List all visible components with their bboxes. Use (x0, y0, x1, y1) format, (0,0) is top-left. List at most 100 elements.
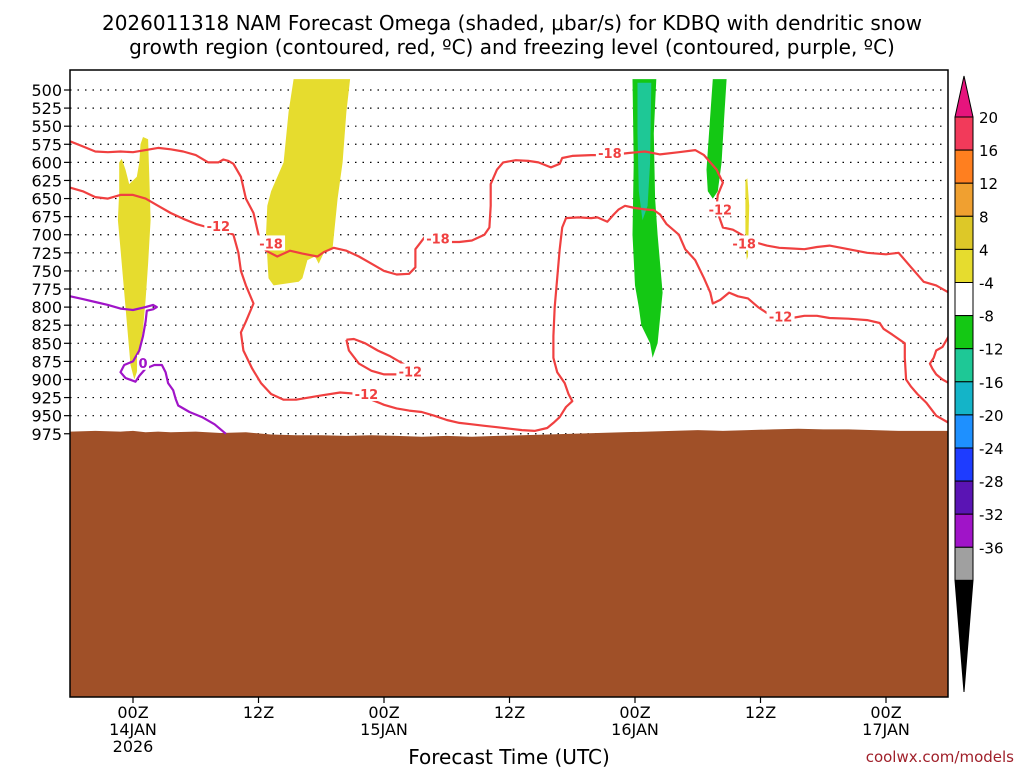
y-tick-label: 775 (31, 280, 62, 299)
y-tick-label: 725 (31, 244, 62, 263)
x-tick-label: 00Z (368, 703, 399, 722)
colorbar-segment (954, 381, 974, 416)
y-tick-label: 500 (31, 81, 62, 100)
chart-title-line-1: 2026011318 NAM Forecast Omega (shaded, μ… (102, 11, 922, 35)
colorbar-segment (954, 315, 974, 350)
x-tick-label: 2026 (113, 737, 154, 756)
y-tick-label: 700 (31, 226, 62, 245)
dgz-contour-label-bg (766, 308, 795, 324)
dgz-contour-label-bg (396, 363, 425, 379)
colorbar-segment (954, 480, 974, 515)
colorbar-label: 8 (979, 208, 989, 226)
freezing-level-contour-label: 0 (139, 357, 148, 372)
dgz-contour-label: -12 (399, 366, 423, 381)
colorbar-segment (954, 248, 974, 283)
colorbar-segment (954, 513, 974, 548)
dgz-contour-label-bg (204, 218, 233, 234)
colorbar-label: 20 (979, 109, 998, 127)
colorbar-label: -20 (979, 407, 1004, 425)
colorbar-segment (954, 546, 974, 581)
y-tick-label: 975 (31, 425, 62, 444)
colorbar-segment (954, 414, 974, 449)
dgz-contour-label-bg (730, 235, 759, 251)
y-tick-label: 875 (31, 352, 62, 371)
y-tick-label: 575 (31, 135, 62, 154)
dgz-contour-line (928, 335, 948, 384)
y-tick-label: 650 (31, 190, 62, 209)
freezing-level-contour-label-bg (137, 354, 150, 370)
y-axis-ticks: 5005255505756006256506757007257507758008… (31, 81, 70, 444)
omega-shade-region (266, 79, 351, 286)
dgz-contour-label: -12 (709, 203, 733, 218)
grid-lines (70, 89, 948, 435)
y-tick-label: 550 (31, 117, 62, 136)
freezing-level-contour-line (70, 295, 227, 435)
x-tick-label: 14JAN (109, 720, 157, 739)
colorbar: 20 16 12 8 4 -4 -8 -12 -16 -20 -24 -28 -32 -36 (954, 75, 1004, 693)
terrain-fill (70, 428, 948, 697)
colorbar-label: -12 (979, 341, 1004, 359)
x-tick-label: 12Z (745, 703, 776, 722)
terrain-region (70, 428, 948, 697)
dgz-contour-label: -18 (426, 232, 450, 247)
y-tick-label: 825 (31, 316, 62, 335)
y-tick-label: 625 (31, 171, 62, 190)
dgz-contour-label-bg (257, 235, 286, 251)
x-axis-label: Forecast Time (UTC) (408, 745, 610, 768)
colorbar-label: -32 (979, 506, 1004, 524)
x-tick-label: 15JAN (360, 720, 408, 739)
x-tick-label: 00Z (619, 703, 650, 722)
colorbar-label: -28 (979, 473, 1004, 491)
chart-title-line-2: growth region (contoured, red, ºC) and f… (129, 35, 895, 59)
colorbar-label: -24 (979, 440, 1004, 458)
colorbar-bottom-arrow (954, 579, 974, 693)
contour-lines (70, 140, 948, 435)
dgz-contour-label: -12 (355, 388, 379, 403)
x-tick-label: 12Z (494, 703, 525, 722)
colorbar-segment (954, 116, 974, 151)
dgz-contour-label: -18 (598, 147, 622, 162)
colorbar-segment (954, 447, 974, 482)
dgz-contour-label-bg (423, 230, 452, 246)
dgz-contour-line (70, 140, 948, 294)
y-tick-label: 800 (31, 298, 62, 317)
colorbar-segment (954, 149, 974, 184)
colorbar-top-arrow (954, 75, 974, 118)
y-tick-label: 850 (31, 334, 62, 353)
y-tick-label: 600 (31, 153, 62, 172)
colorbar-label: -4 (979, 275, 994, 293)
colorbar-segment (954, 182, 974, 217)
colorbar-label: 4 (979, 241, 989, 259)
dgz-contour-line (70, 186, 948, 432)
colorbar-segment (954, 282, 974, 317)
x-tick-label: 00Z (117, 703, 148, 722)
dgz-contour-label-bg (595, 144, 624, 160)
y-tick-label: 950 (31, 407, 62, 426)
dgz-contour-label-bg (352, 385, 381, 401)
y-tick-label: 675 (31, 208, 62, 227)
colorbar-label: -16 (979, 374, 1004, 392)
colorbar-label: 16 (979, 142, 998, 160)
colorbar-label: 12 (979, 175, 998, 193)
colorbar-label: -8 (979, 308, 994, 326)
credit-text: coolwx.com/models (866, 748, 1014, 766)
dgz-contour-label-bg (706, 201, 735, 217)
x-tick-label: 16JAN (611, 720, 659, 739)
dgz-contour-label: -18 (259, 237, 283, 252)
colorbar-segment (954, 348, 974, 383)
dgz-contour-label: -18 (732, 237, 756, 252)
y-tick-label: 900 (31, 370, 62, 389)
x-tick-label: 12Z (243, 703, 274, 722)
omega-shade-region (706, 79, 727, 199)
dgz-contour-label: -12 (207, 220, 231, 235)
x-tick-label: 00Z (870, 703, 901, 722)
dgz-contour-label: -12 (769, 311, 793, 326)
y-tick-label: 750 (31, 262, 62, 281)
y-tick-label: 925 (31, 389, 62, 408)
contour-labels: -18 -18 -18 -18 -12 -12 -12 -12 -12 0 (137, 144, 795, 403)
colorbar-label: -36 (979, 539, 1004, 557)
y-tick-label: 525 (31, 99, 62, 118)
x-tick-label: 17JAN (862, 720, 910, 739)
